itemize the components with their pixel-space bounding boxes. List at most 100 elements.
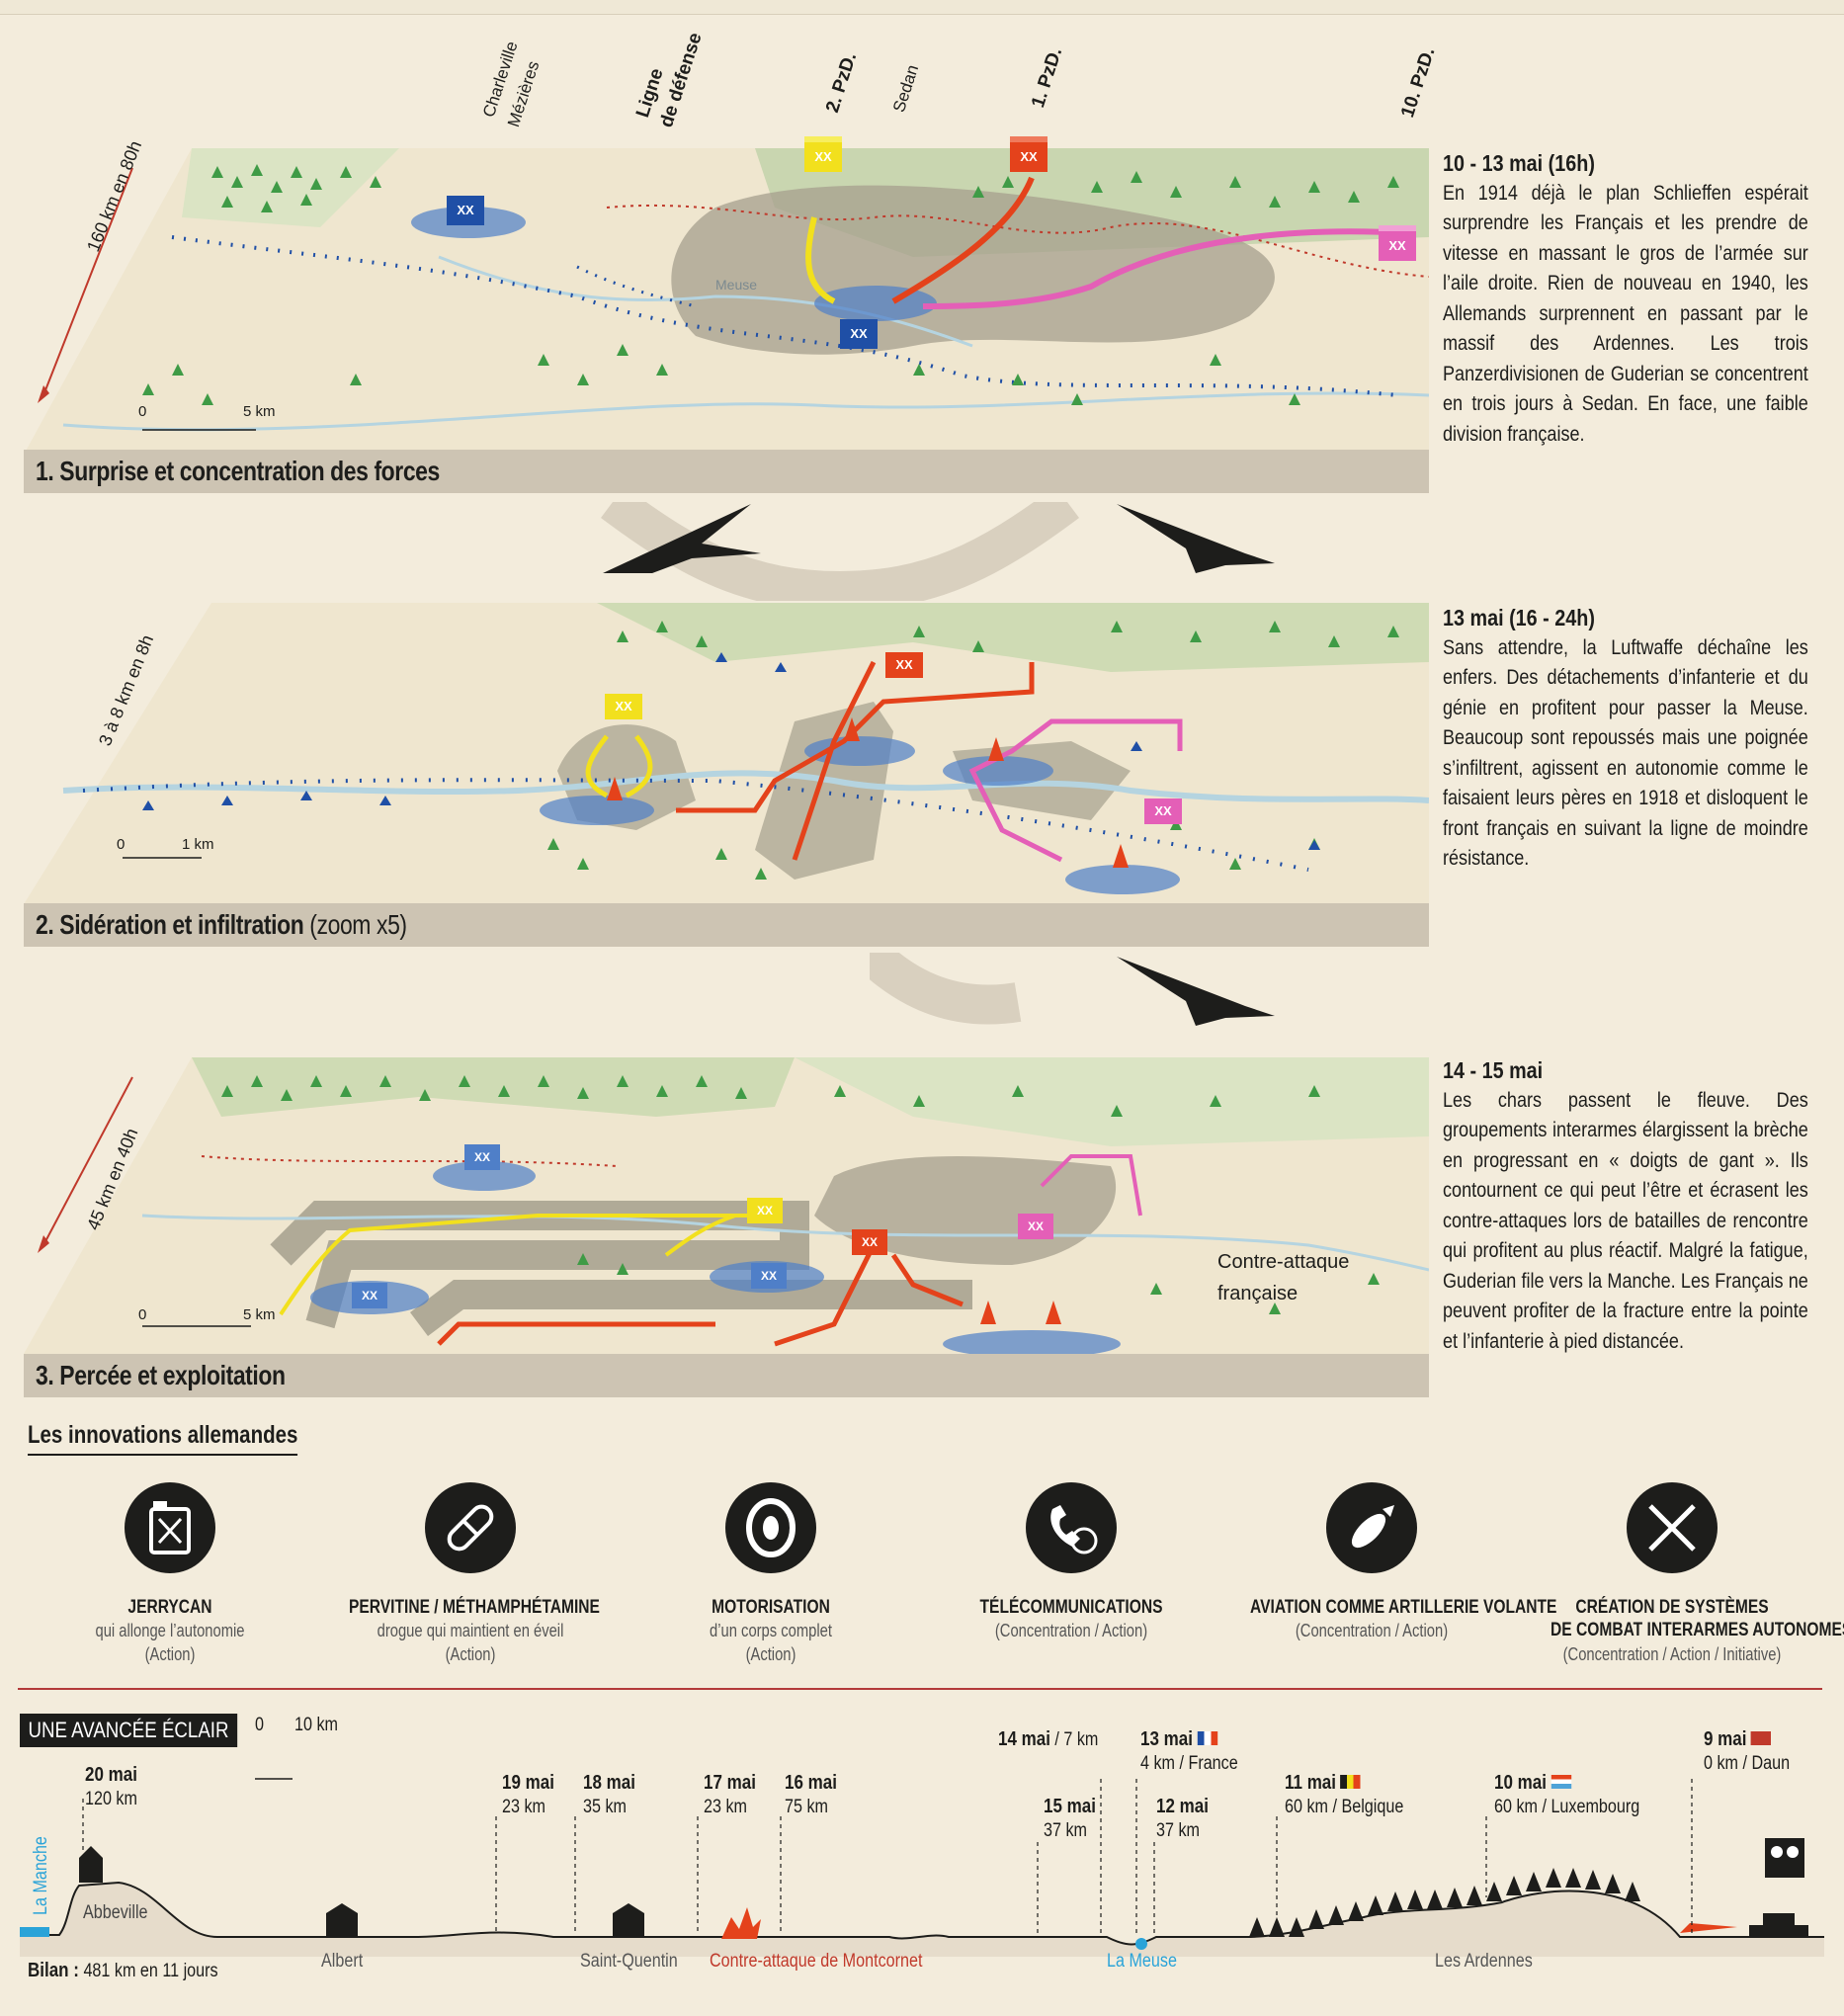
timeline-event: 10 mai 60 km / Luxembourg: [1494, 1771, 1639, 1819]
french-flag-icon: [1197, 1731, 1217, 1745]
timeline-event: 19 mai 23 km: [502, 1771, 554, 1819]
innovation-title: JERRYCAN: [127, 1597, 212, 1618]
event-date: 15 mai: [1044, 1796, 1096, 1817]
manche-label: La Manche: [31, 1836, 51, 1915]
timeline-event: 14 mai / 7 km: [998, 1727, 1098, 1752]
telephone-icon: [1026, 1482, 1117, 1573]
timeline-event: 15 mai 37 km: [1044, 1795, 1096, 1843]
ardennes-label: Les Ardennes: [1435, 1951, 1533, 1972]
innovation-desc: (Concentration / Action): [1295, 1621, 1449, 1640]
event-dist: 23 km: [704, 1797, 747, 1817]
innovation-desc: d’un corps complet: [710, 1621, 832, 1640]
air-attack-shape: [870, 953, 1022, 1025]
french-division-marker: XX: [352, 1283, 387, 1308]
timeline-event: 12 mai 37 km: [1156, 1795, 1209, 1843]
panel-1: 1. Surprise et concentration des forces …: [24, 138, 1429, 498]
french-division-marker: XX: [751, 1263, 787, 1289]
event-dist: 23 km: [502, 1797, 545, 1817]
montcornet-label: Contre-attaque de Montcornet: [710, 1951, 923, 1972]
scale-end-3: 5 km: [243, 1306, 276, 1323]
map-2: [24, 603, 1429, 904]
pzd10-marker: XX: [1144, 798, 1182, 824]
event-date: 17 mai: [704, 1772, 756, 1794]
panel-2-text: 13 mai (16 - 24h) Sans attendre, la Luft…: [1443, 603, 1808, 875]
timeline-event: 11 mai 60 km / Belgique: [1285, 1771, 1403, 1819]
pzd10-marker: XX: [1379, 225, 1416, 261]
innovation-item: PERVITINE / MÉTHAMPHÉTAMINE drogue qui m…: [322, 1482, 619, 1666]
event-dist: 60 km / Luxembourg: [1494, 1797, 1640, 1817]
bilan-value: 481 km en 11 jours: [83, 1961, 218, 1981]
event-date: 10 mai: [1494, 1772, 1547, 1794]
french-division-marker: XX: [840, 319, 878, 349]
luxembourg-flag-icon: [1551, 1775, 1571, 1789]
timeline-event: 13 mai 4 km / France: [1140, 1727, 1238, 1776]
panel-3-text: 14 - 15 mai Les chars passent le fleuve.…: [1443, 1055, 1808, 1357]
timeline-event: 17 mai 23 km: [704, 1771, 756, 1819]
timeline-event: 16 mai 75 km: [785, 1771, 837, 1819]
panel-1-caption: 1. Surprise et concentration des forces: [36, 456, 440, 486]
crossed-rifles-icon: [1627, 1482, 1718, 1573]
event-dist: 35 km: [583, 1797, 627, 1817]
event-date: 20 mai: [85, 1764, 137, 1786]
innovation-item: MOTORISATION d’un corps complet (Action): [623, 1482, 919, 1666]
innovation-tags: (Action): [745, 1644, 796, 1664]
counter-attack-label: Contre-attaque: [1217, 1251, 1350, 1273]
innovation-desc: drogue qui maintient en éveil: [377, 1621, 564, 1640]
innovation-item: CRÉATION DE SYSTÈMES DE COMBAT INTERARME…: [1524, 1482, 1844, 1666]
pzd1-marker: XX: [1010, 136, 1048, 172]
meuse-label: Meuse: [715, 277, 758, 293]
event-dist: 60 km / Belgique: [1285, 1797, 1404, 1817]
event-dist: 120 km: [85, 1789, 137, 1809]
event-date: 12 mai: [1156, 1796, 1209, 1817]
innovations-title: Les innovations allemandes: [28, 1421, 298, 1456]
scale-start-1: 0: [138, 403, 147, 420]
innovation-tags: (Action): [445, 1644, 496, 1664]
pzd2-marker: XX: [804, 136, 842, 172]
jerrycan-icon: [125, 1482, 215, 1573]
panel-2-caption-main: 2. Sidération et infiltration: [36, 909, 304, 940]
innovation-title: PERVITINE / MÉTHAMPHÉTAMINE: [349, 1597, 600, 1618]
meuse-river-label: La Meuse: [1107, 1951, 1177, 1972]
panel-3-date: 14 - 15 mai: [1443, 1057, 1544, 1083]
pzd2-label: 2. PzD.: [822, 49, 862, 116]
albert-label: Albert: [321, 1951, 364, 1972]
panel-2-body: Sans attendre, la Luftwaffe déchaîne les…: [1443, 635, 1808, 871]
abbeville-label: Abbeville: [83, 1902, 148, 1923]
event-date: 13 mai: [1140, 1728, 1193, 1750]
plane-icon: [1117, 957, 1275, 1026]
section-divider: [18, 1688, 1822, 1690]
panel-2-caption-zoom: (zoom x5): [309, 909, 407, 940]
event-dist: 4 km / France: [1140, 1753, 1238, 1774]
panel-3: 3. Percée et exploitation 45 km en 40h 0…: [24, 1057, 1429, 1397]
event-dist: 0 km / Daun: [1704, 1753, 1791, 1774]
pill-icon: [425, 1482, 516, 1573]
timeline-title: UNE AVANCÉE ÉCLAIR: [20, 1714, 237, 1747]
panel-1-body: En 1914 déjà le plan Schlieffen espérait…: [1443, 181, 1808, 446]
pzd1-marker: XX: [852, 1229, 887, 1255]
event-date: 14 mai: [998, 1728, 1050, 1750]
caption-bar-2: 2. Sidération et infiltration (zoom x5): [24, 903, 1429, 947]
pzd1-marker: XX: [885, 652, 923, 678]
event-dist: 37 km: [1044, 1820, 1087, 1841]
pzd10-marker: XX: [1018, 1214, 1053, 1239]
innovation-desc: qui allonge l’autonomie: [95, 1621, 245, 1640]
bilan: Bilan : 481 km en 11 jours: [28, 1959, 218, 1983]
map-1: [24, 148, 1429, 455]
event-date: 19 mai: [502, 1772, 554, 1794]
pzd2-marker: XX: [747, 1198, 783, 1223]
pzd10-label: 10. PzD.: [1397, 44, 1440, 121]
belgian-flag-icon: [1340, 1775, 1361, 1789]
innovation-title: CRÉATION DE SYSTÈMES: [1575, 1597, 1769, 1618]
event-dist: 37 km: [1156, 1820, 1200, 1841]
innovation-title: MOTORISATION: [712, 1597, 830, 1618]
french-division-marker: XX: [447, 196, 484, 225]
event-dist: 75 km: [785, 1797, 828, 1817]
german-flag-icon: [1750, 1731, 1772, 1745]
event-date: 11 mai: [1285, 1772, 1336, 1794]
counter-attack-label-2: française: [1217, 1283, 1299, 1304]
panel-1-date: 10 - 13 mai (16h): [1443, 150, 1595, 176]
timeline-scale-end: 10 km: [294, 1715, 338, 1735]
caption-bar-3: 3. Percée et exploitation: [24, 1354, 1429, 1397]
innovation-title: AVIATION COMME ARTILLERIE VOLANTE: [1250, 1597, 1557, 1618]
panel-3-caption: 3. Percée et exploitation: [36, 1360, 286, 1390]
